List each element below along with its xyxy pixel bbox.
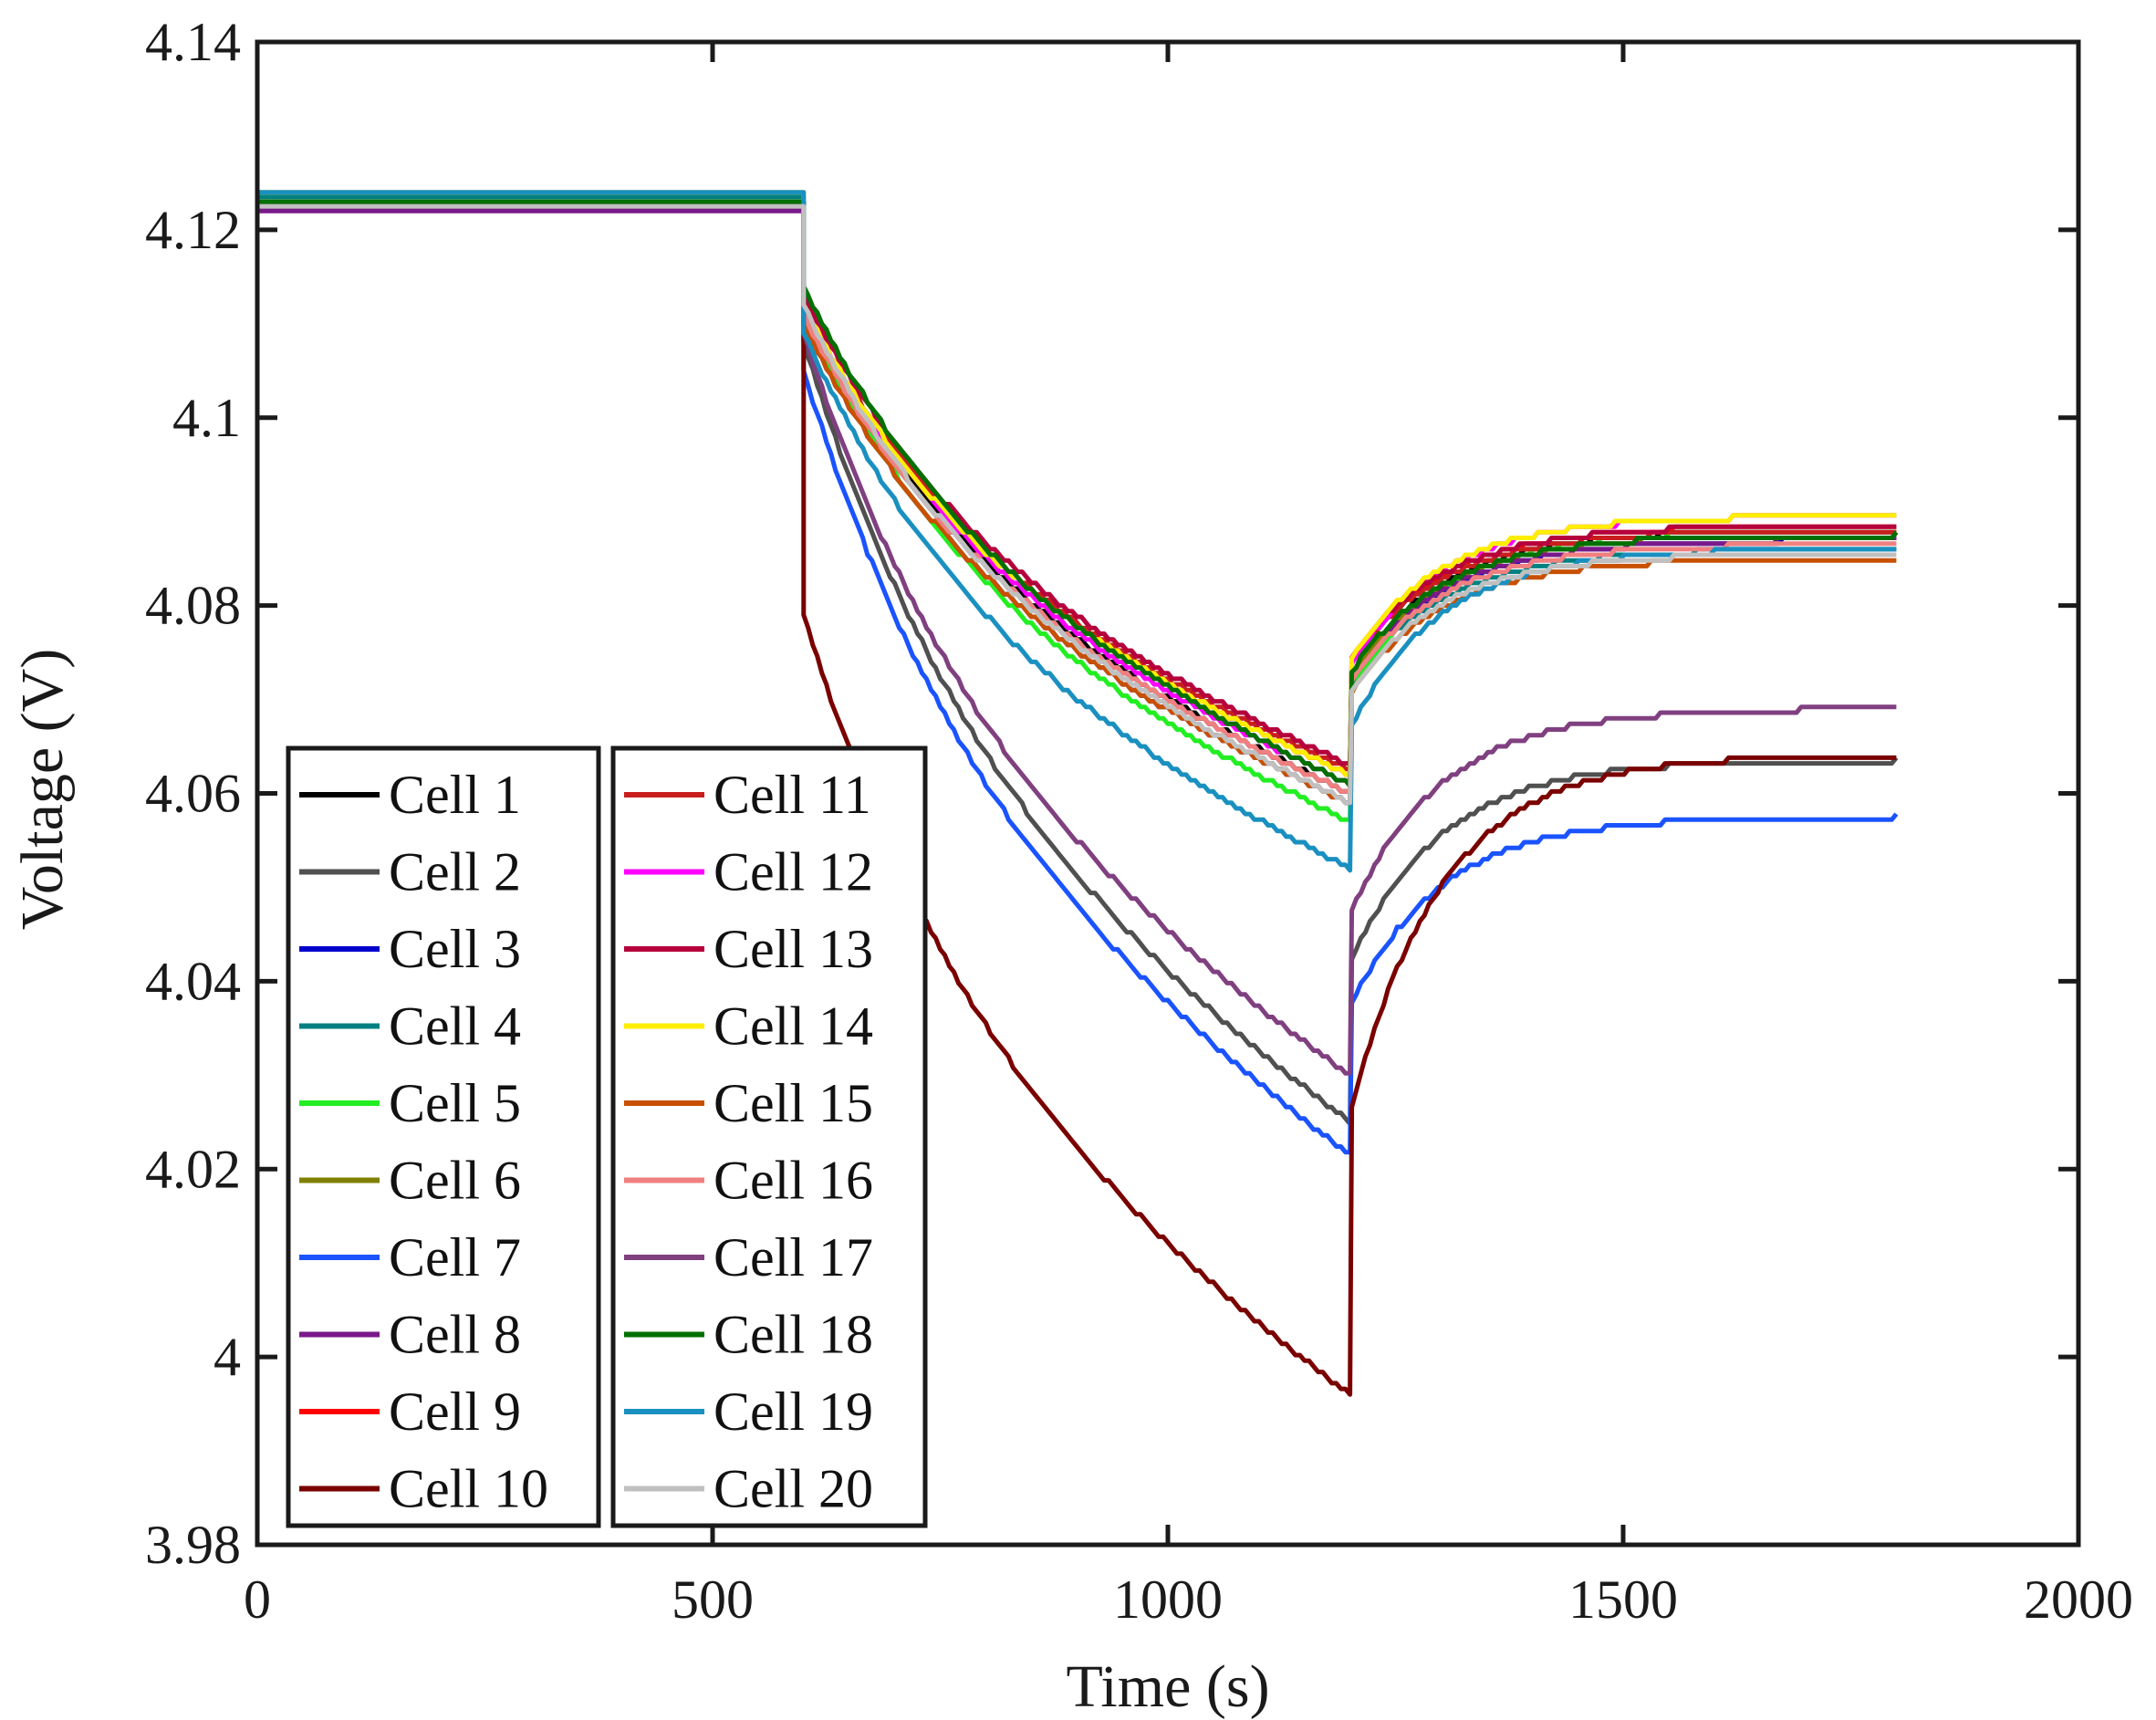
series-line-cell-19: [257, 190, 1897, 873]
legend-label: Cell 14: [713, 996, 873, 1057]
legend-entry: Cell 15: [624, 1073, 873, 1133]
legend-box-1: [286, 745, 601, 1528]
y-tick-label: 4.04: [145, 951, 241, 1011]
x-tick-label: 1500: [1568, 1569, 1678, 1630]
series-line-cell-18: [257, 199, 1899, 788]
legend-entry: Cell 8: [299, 1305, 521, 1365]
legend-label: Cell 18: [713, 1305, 873, 1365]
x-tick-label: 2000: [2024, 1569, 2133, 1630]
legend-label: Cell 7: [389, 1227, 521, 1287]
legend-entry: Cell 6: [299, 1151, 521, 1211]
legend-label: Cell 1: [389, 765, 521, 825]
y-tick-label: 4.02: [145, 1139, 241, 1199]
legend-entry: Cell 19: [624, 1381, 873, 1442]
legend-entry: Cell 3: [299, 919, 521, 979]
y-tick-label: 3.98: [145, 1515, 241, 1575]
legend-entry: Cell 10: [299, 1459, 548, 1519]
series-line-cell-17: [257, 199, 1897, 1076]
legend-label: Cell 19: [713, 1381, 873, 1442]
legend-label: Cell 16: [713, 1151, 873, 1211]
legend-entry: Cell 4: [299, 996, 521, 1057]
legend-label: Cell 20: [713, 1459, 873, 1519]
y-tick-label: 4.12: [145, 200, 241, 260]
legend-entry: Cell 11: [624, 765, 871, 825]
legend-entry: Cell 1: [299, 765, 521, 825]
legend-label: Cell 4: [389, 996, 521, 1057]
legend-entry: Cell 17: [624, 1227, 873, 1287]
y-tick-label: 4.08: [145, 576, 241, 636]
x-tick-label: 500: [672, 1569, 754, 1630]
legend-entry: Cell 14: [624, 996, 873, 1057]
legend-entry: Cell 13: [624, 919, 873, 979]
legend-label: Cell 17: [713, 1227, 873, 1287]
legend-entry: Cell 2: [299, 842, 521, 902]
legend-label: Cell 3: [389, 919, 521, 979]
series-line-cell-20: [257, 203, 1897, 806]
legend-entry: Cell 16: [624, 1151, 873, 1211]
axes-layer: [255, 39, 2081, 1548]
tick-label-layer: 0 500 1000 1500 2000 3.98 4 4.02 4.04 4.06 4.08 4.1…: [145, 12, 2133, 1630]
y-tick-label: 4.1: [172, 388, 241, 448]
legend-label: Cell 11: [713, 765, 871, 825]
x-tick-label: 0: [244, 1569, 271, 1630]
y-axis-title: Voltage (V): [9, 649, 76, 931]
legend-label: Cell 15: [713, 1073, 873, 1133]
series-line-cell-10: [257, 203, 1897, 1397]
legend-label: Cell 13: [713, 919, 873, 979]
x-tick-label: 1000: [1113, 1569, 1223, 1630]
y-tick-label: 4: [214, 1327, 241, 1387]
series-line-cell-13: [257, 199, 1897, 766]
legend-label: Cell 12: [713, 842, 873, 902]
series-layer: [257, 190, 1899, 1397]
legend-label: Cell 5: [389, 1073, 521, 1133]
legend-entry: Cell 7: [299, 1227, 521, 1287]
series-line-cell-7: [257, 203, 1899, 1155]
legend-label: Cell 2: [389, 842, 521, 902]
legend-label: Cell 8: [389, 1305, 521, 1365]
legend-entry: Cell 5: [299, 1073, 521, 1133]
legend-box-2: [610, 745, 928, 1528]
legend-label: Cell 6: [389, 1151, 521, 1211]
series-line-cell-14: [257, 190, 1897, 777]
y-tick-label: 4.06: [145, 764, 241, 824]
x-axis-title: Time (s): [1066, 1653, 1269, 1720]
legend-label: Cell 9: [389, 1381, 521, 1442]
y-tick-label: 4.14: [145, 12, 241, 72]
legend-entry: Cell 12: [624, 842, 873, 902]
legend-entry: Cell 9: [299, 1381, 521, 1442]
legend-entry: Cell 20: [624, 1459, 873, 1519]
legend-entry: Cell 18: [624, 1305, 873, 1365]
legend-label: Cell 10: [389, 1459, 548, 1519]
legend: Cell 1 Cell 2 Cell 3 Cell 4 Cell 5 Cell 6 Cell…: [286, 745, 928, 1528]
